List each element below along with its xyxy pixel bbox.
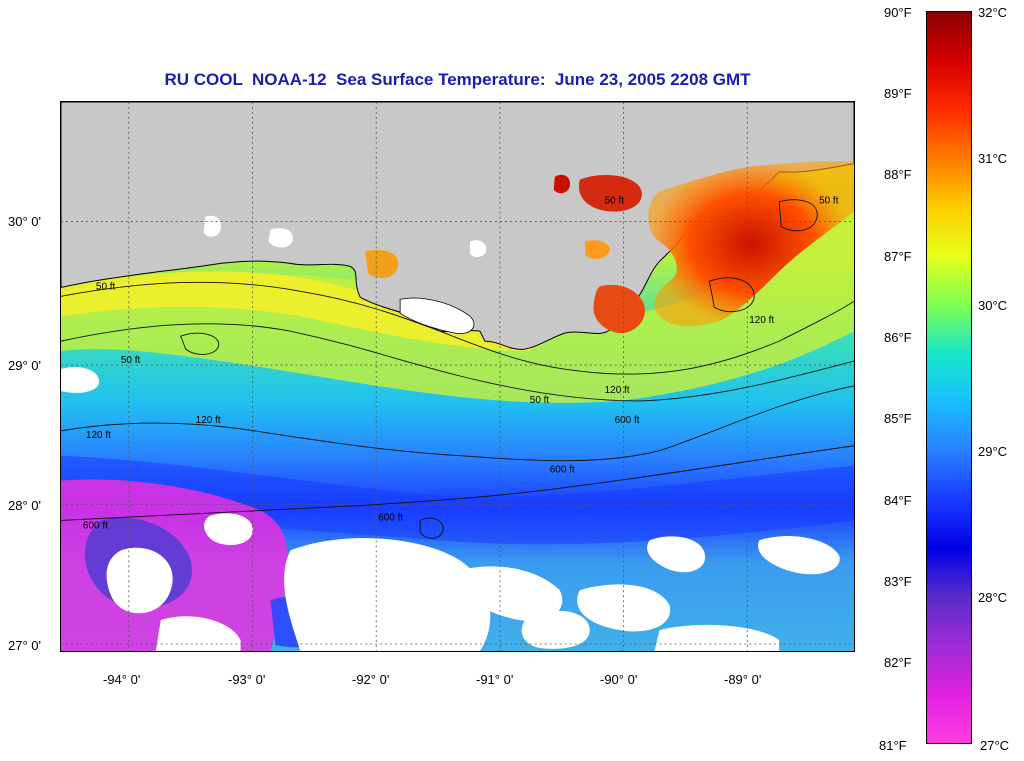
celsius-label: 28°C [978, 590, 1008, 605]
contour-label: 120 ft [749, 315, 774, 326]
fahrenheit-label: 82°F [884, 655, 912, 670]
contour-label: 50 ft [819, 196, 839, 207]
fahrenheit-label: 87°F [884, 249, 912, 264]
contour-label: 50 ft [121, 355, 141, 366]
lat-label: 30° 0' [8, 214, 41, 229]
depth-contours [61, 199, 854, 539]
contour-label: 50 ft [530, 395, 550, 406]
celsius-label: 29°C [978, 444, 1008, 459]
celsius-label: 27°C [980, 738, 1010, 753]
lat-label: 29° 0' [8, 358, 41, 373]
lon-label: -92° 0' [352, 672, 390, 687]
contour-label: 600 ft [378, 512, 403, 523]
contour-label: 50 ft [605, 196, 625, 207]
fahrenheit-label: 86°F [884, 330, 912, 345]
lon-label: -93° 0' [228, 672, 266, 687]
warm-inland-lake [578, 174, 642, 212]
contour-label: 600 ft [615, 415, 640, 426]
fahrenheit-label: 83°F [884, 574, 912, 589]
fahrenheit-label: 84°F [884, 493, 912, 508]
sst-map-canvas: 50 ft 50 ft 50 ft 50 ft 50 ft 120 ft 120… [61, 102, 854, 651]
contour-label: 600 ft [83, 520, 108, 531]
warm-delta-water [648, 161, 854, 327]
celsius-label: 30°C [978, 298, 1008, 313]
fahrenheit-label: 90°F [884, 5, 912, 20]
fahrenheit-label: 85°F [884, 411, 912, 426]
map-title: RU COOL NOAA-12 Sea Surface Temperature:… [164, 70, 751, 89]
warm-coastal-pocket [593, 284, 645, 334]
lon-label: -89° 0' [724, 672, 762, 687]
lon-label: -94° 0' [103, 672, 141, 687]
celsius-label: 32°C [978, 5, 1008, 20]
lon-label: -91° 0' [476, 672, 514, 687]
fahrenheit-label: 81°F [879, 738, 907, 753]
fahrenheit-label: 89°F [884, 86, 912, 101]
temperature-colorbar [926, 11, 972, 744]
contour-label: 120 ft [86, 430, 111, 441]
contour-label: 120 ft [196, 415, 221, 426]
yellow-nearshore [61, 271, 540, 352]
lat-label: 28° 0' [8, 498, 41, 513]
lon-label: -90° 0' [600, 672, 638, 687]
contour-label: 120 ft [605, 385, 630, 396]
cloud-patch [284, 538, 491, 651]
sst-map: 50 ft 50 ft 50 ft 50 ft 50 ft 120 ft 120… [60, 101, 855, 652]
contour-label: 50 ft [96, 281, 116, 292]
fahrenheit-label: 88°F [884, 167, 912, 182]
contour-label: 600 ft [550, 465, 575, 476]
celsius-label: 31°C [978, 151, 1008, 166]
map-grid [61, 102, 854, 651]
lat-label: 27° 0' [8, 638, 41, 653]
